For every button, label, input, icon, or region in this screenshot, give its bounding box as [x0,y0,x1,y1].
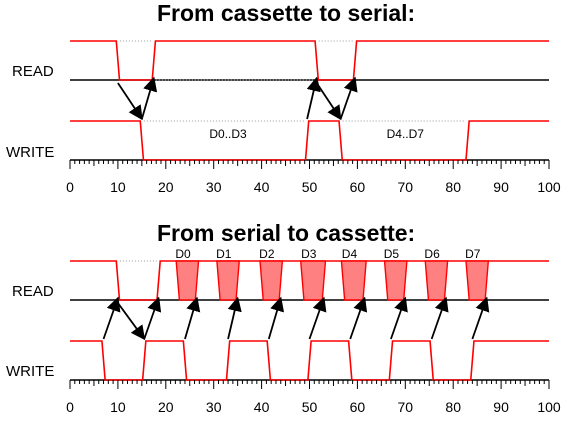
diagram-cassette-to-serial: From cassette to serial: READ WRITE D0..… [6,0,561,195]
pulse-label: D5 [384,247,400,261]
tick-label: 40 [254,179,270,195]
pulse-label: D3 [301,247,317,261]
pulse-label: D4 [342,247,358,261]
tick-label: 90 [493,399,509,415]
causality-arrow [140,76,158,120]
diagram-title: From serial to cassette: [157,220,415,246]
signal-label-write: WRITE [6,363,54,380]
waveform-write [70,120,549,161]
causality-arrow [430,296,449,340]
causality-arrow [267,296,285,340]
tick-label: 80 [445,179,461,195]
tick-label: 50 [302,399,318,415]
causality-arrow [117,302,146,341]
data-pulse [465,260,490,301]
pulse-label: D1 [216,247,232,261]
causality-arrow [117,82,143,121]
diagram-title: From cassette to serial: [157,0,415,26]
tick-label: 100 [537,399,561,415]
signal-label-write: WRITE [6,144,54,161]
tick-label: 60 [350,399,366,415]
causality-arrow [471,296,490,340]
tick-label: 70 [398,179,414,195]
data-annotation: D4..D7 [387,127,425,141]
tick-label: 30 [206,179,222,195]
tick-label: 10 [110,179,126,195]
diagram-serial-to-cassette: From serial to cassette: READ WRITE D0 D1… [6,220,561,415]
tick-label: 70 [398,399,414,415]
causality-arrow [390,296,408,340]
causality-arrow [349,296,368,340]
tick-label: 0 [66,399,74,415]
tick-label: 80 [445,399,461,415]
waveform-write [70,340,549,381]
data-pulse [299,260,327,301]
data-pulse [259,260,284,301]
data-pulse [175,260,200,301]
waveform-read [70,40,549,81]
tick-label: 30 [206,399,222,415]
tick-label: 40 [254,399,270,415]
causality-arrow [308,296,327,340]
causality-arrow [306,76,321,120]
data-pulse [340,260,367,301]
signal-label-read: READ [12,283,54,300]
signal-label-read: READ [12,63,54,80]
causality-arrow [227,296,242,340]
tick-label: 50 [302,179,318,195]
causality-arrow [184,296,201,340]
causality-arrow [339,76,358,120]
tick-label: 20 [158,399,174,415]
causality-arrow [315,82,342,121]
data-pulse [383,260,408,301]
data-pulse [424,260,449,301]
tick-label: 20 [158,179,174,195]
tick-label: 90 [493,179,509,195]
tick-label: 10 [110,399,126,415]
tick-label: 100 [537,179,561,195]
data-annotation: D0..D3 [209,127,247,141]
tick-label: 0 [66,179,74,195]
pulse-label: D0 [175,247,191,261]
pulse-label: D6 [424,247,440,261]
pulse-label: D2 [259,247,275,261]
tick-label: 60 [350,179,366,195]
causality-arrow [102,296,121,340]
data-pulse [216,260,241,301]
causality-arrow [143,296,162,340]
pulse-label: D7 [465,247,481,261]
